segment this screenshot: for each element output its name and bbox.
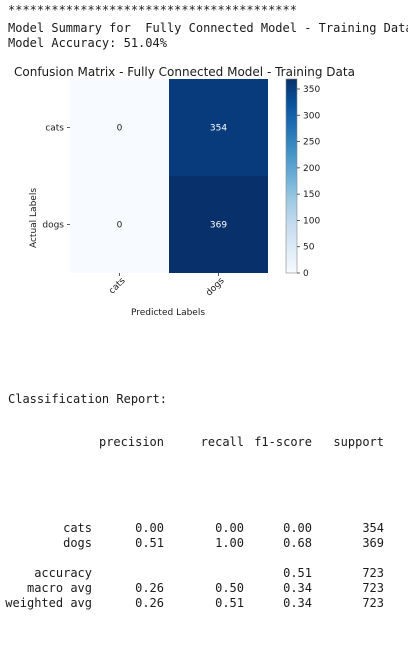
row-support: 369 [362, 536, 384, 550]
confusion-matrix-chart: Confusion Matrix - Fully Connected Model… [0, 60, 408, 330]
row-recall: 0.51 [215, 596, 244, 610]
header-recall: recall [200, 435, 244, 449]
model-summary-line: Model Summary for Fully Connected Model … [8, 21, 408, 35]
report-heading-text: Classification Report: [8, 392, 167, 406]
row-support: 354 [362, 521, 384, 535]
row-name: macro avg [26, 581, 92, 595]
row-f1-score: 0.68 [283, 536, 312, 550]
x-tick-label: dogs [204, 276, 227, 299]
row-support: 723 [362, 566, 384, 580]
report-spacer [8, 478, 408, 493]
report-row: dogs 0.51 1.00 0.68 369 [8, 536, 408, 551]
classification-report: Classification Report: precision recall … [5, 336, 408, 653]
header-f1-score: f1-score [254, 435, 312, 449]
heatmap-cell [70, 79, 169, 176]
chart-title: Confusion Matrix - Fully Connected Model… [14, 65, 355, 79]
row-f1-score: 0.51 [283, 566, 312, 580]
heatmap-cells: 0 354 0 369 [70, 79, 268, 273]
colorbar-gradient [285, 78, 298, 274]
cell-value-label: 354 [210, 124, 227, 134]
colorbar-tick-label: 0 [303, 269, 309, 279]
row-name: cats [63, 521, 92, 535]
colorbar-tick-label: 200 [303, 164, 320, 174]
row-precision: 0.00 [135, 521, 164, 535]
report-row [8, 551, 408, 566]
y-axis-label: Actual Labels [29, 188, 39, 248]
heatmap-cell [70, 176, 169, 273]
colorbar-tick-label: 350 [303, 85, 320, 95]
row-precision: 0.26 [135, 581, 164, 595]
row-recall: 0.50 [215, 581, 244, 595]
cell-value-label: 0 [117, 124, 123, 134]
colorbar: 0 50 100 150 200 250 300 350 [285, 78, 320, 279]
colorbar-tick-label: 250 [303, 138, 320, 148]
report-row: accuracy 0.51 723 [8, 566, 408, 581]
row-recall: 1.00 [215, 536, 244, 550]
report-row: cats 0.00 0.00 0.00 354 [8, 521, 408, 536]
header-support: support [333, 435, 384, 449]
row-f1-score: 0.34 [283, 581, 312, 595]
colorbar-tick-label: 50 [303, 243, 315, 253]
report-row: macro avg 0.26 0.50 0.34 723 [8, 581, 408, 596]
y-tick-label: cats [45, 124, 64, 134]
report-row: weighted avg 0.26 0.51 0.34 723 [5, 596, 408, 611]
x-axis-label: Predicted Labels [131, 308, 205, 318]
cell-value-label: 369 [210, 221, 227, 231]
colorbar-tick-label: 150 [303, 190, 320, 200]
row-precision: 0.51 [135, 536, 164, 550]
row-precision: 0.26 [135, 596, 164, 610]
row-name: weighted avg [5, 596, 92, 610]
confusion-matrix-svg: Confusion Matrix - Fully Connected Model… [14, 65, 355, 318]
heatmap-cell [169, 176, 268, 273]
row-recall: 0.00 [215, 521, 244, 535]
separator-line: **************************************** [8, 3, 297, 17]
report-rows: cats 0.00 0.00 0.00 354 dogs 0.51 1.00 0.68 369 ac… [5, 521, 408, 611]
colorbar-tick-label: 300 [303, 111, 320, 121]
model-accuracy-line: Model Accuracy: 51.04% [8, 36, 167, 50]
row-support: 723 [362, 596, 384, 610]
x-tick-label: cats [107, 276, 128, 297]
row-name: dogs [63, 536, 92, 550]
cell-value-label: 0 [117, 221, 123, 231]
row-f1-score: 0.34 [283, 596, 312, 610]
colorbar-tick-label: 100 [303, 216, 320, 226]
report-heading: Classification Report: [8, 392, 408, 407]
report-header-row: precision recall f1-score support [8, 435, 408, 450]
row-f1-score: 0.00 [283, 521, 312, 535]
row-support: 723 [362, 581, 384, 595]
y-tick-label: dogs [42, 221, 64, 231]
header-precision: precision [98, 435, 164, 449]
heatmap-cell [169, 79, 268, 176]
row-name: accuracy [34, 566, 92, 580]
